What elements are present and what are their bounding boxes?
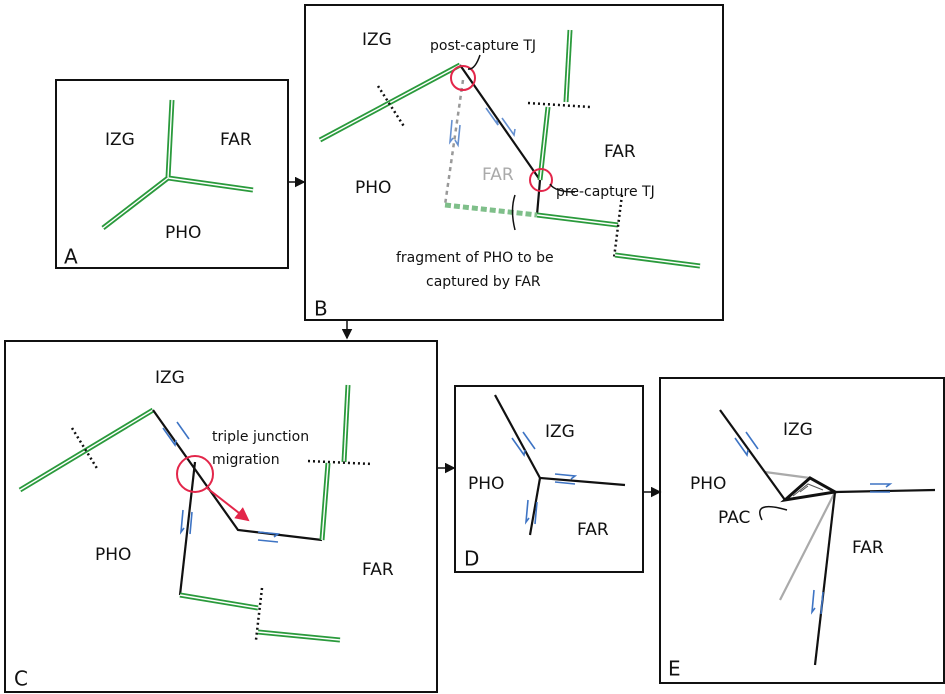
panel-frame: [304, 4, 724, 321]
panel-e: IZG PHO FAR PAC E: [659, 377, 945, 684]
region-label: IZG: [545, 422, 575, 442]
panel-letter: B: [314, 297, 328, 321]
region-label: FAR: [604, 142, 636, 162]
annotation: PAC: [718, 508, 750, 528]
region-label: FAR: [362, 560, 394, 580]
region-label: FAR: [482, 165, 514, 185]
region-label: FAR: [220, 130, 252, 150]
region-label: IZG: [105, 130, 135, 150]
panel-c: IZG PHO FAR triple junction migration C: [4, 340, 438, 693]
region-label: PHO: [690, 474, 726, 494]
annotation: triple junction: [212, 429, 309, 445]
region-label: IZG: [155, 368, 185, 388]
region-label: FAR: [852, 538, 884, 558]
panel-a: IZG FAR PHO A: [55, 79, 289, 269]
panel-letter: A: [64, 245, 78, 269]
panel-frame: [55, 79, 289, 269]
annotation: captured by FAR: [426, 274, 541, 290]
panel-letter: E: [668, 657, 681, 681]
region-label: IZG: [362, 30, 392, 50]
annotation: fragment of PHO to be: [396, 250, 554, 266]
panel-d: IZG PHO FAR D: [454, 385, 644, 573]
region-label: PHO: [165, 223, 201, 243]
panel-frame: [659, 377, 945, 684]
region-label: PHO: [95, 545, 131, 565]
region-label: PHO: [468, 474, 504, 494]
panel-letter: D: [464, 547, 479, 571]
panel-b: IZG FAR PHO FAR post-capture TJ pre-capt…: [304, 4, 724, 321]
region-label: FAR: [577, 520, 609, 540]
annotation: migration: [212, 452, 280, 468]
annotation: pre-capture TJ: [556, 184, 655, 200]
panel-frame: [4, 340, 438, 693]
panel-frame: [454, 385, 644, 573]
region-label: IZG: [783, 420, 813, 440]
panel-letter: C: [14, 667, 28, 691]
region-label: PHO: [355, 178, 391, 198]
annotation: post-capture TJ: [430, 38, 536, 54]
